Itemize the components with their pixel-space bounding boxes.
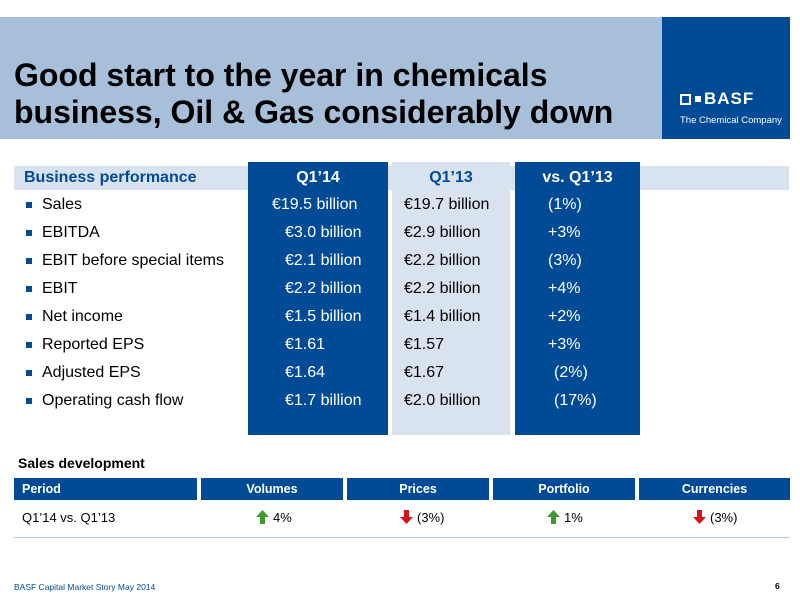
sales-development-title: Sales development	[18, 455, 145, 471]
row-value-q1-14: €1.64	[285, 364, 326, 381]
table-row: Sales €19.5 billion €19.7 billion (1%)	[0, 191, 800, 219]
row-value-q1-14: €1.61	[285, 336, 326, 353]
table-row: Operating cash flow €1.7 billion €2.0 bi…	[0, 387, 800, 415]
sales-row-period: Q1’14 vs. Q1’13	[22, 510, 116, 525]
row-label: Sales	[42, 196, 83, 213]
row-value-q1-13: €19.7 billion	[404, 196, 490, 213]
table-row: Adjusted EPS €1.64 €1.67 (2%)	[0, 359, 800, 387]
logo-brand: BASF	[704, 89, 755, 108]
basf-logo-box	[662, 17, 790, 139]
row-label: Reported EPS	[42, 336, 145, 353]
row-value-q1-14: €19.5 billion	[272, 196, 358, 213]
sales-value-portfolio: 1%	[564, 510, 583, 525]
bullet-icon	[26, 286, 32, 292]
row-label: EBITDA	[42, 224, 100, 241]
sales-header-period: Period	[14, 478, 197, 500]
performance-header-label: Business performance	[24, 169, 197, 186]
row-value-q1-13: €1.67	[404, 364, 445, 381]
column-q1-13-background	[392, 162, 510, 435]
slide-title-line-2: business, Oil & Gas considerably down	[14, 94, 614, 130]
row-value-q1-13: €2.9 billion	[404, 224, 481, 241]
row-value-q1-13: €1.4 billion	[404, 308, 481, 325]
logo-dot-icon	[695, 96, 701, 102]
bullet-icon	[26, 230, 32, 236]
bullet-icon	[26, 258, 32, 264]
sales-cell-volumes: 4%	[256, 508, 292, 528]
row-value-vs: (3%)	[548, 252, 582, 269]
row-value-vs: (1%)	[548, 196, 582, 213]
sales-header-prices: Prices	[347, 478, 489, 500]
row-value-q1-14: €1.5 billion	[285, 308, 362, 325]
table-row: EBITDA €3.0 billion €2.9 billion +3%	[0, 219, 800, 247]
row-label: Operating cash flow	[42, 392, 184, 409]
performance-header-q1-14: Q1’14	[296, 169, 340, 186]
performance-header-vs: vs. Q1’13	[542, 169, 613, 186]
row-label: EBIT	[42, 280, 78, 297]
page-number: 6	[775, 581, 780, 591]
row-value-vs: +3%	[548, 224, 581, 241]
title-band	[0, 17, 662, 139]
sales-cell-portfolio: 1%	[547, 508, 583, 528]
sales-cell-prices: (3%)	[400, 508, 444, 528]
down-arrow-icon	[400, 510, 413, 524]
down-arrow-icon	[693, 510, 706, 524]
row-value-vs: +2%	[548, 308, 581, 325]
bullet-icon	[26, 370, 32, 376]
row-value-q1-14: €2.1 billion	[285, 252, 362, 269]
row-value-q1-13: €1.57	[404, 336, 445, 353]
row-value-vs: +4%	[548, 280, 581, 297]
slide-title: Good start to the year in chemicals busi…	[14, 57, 654, 131]
up-arrow-icon	[256, 510, 269, 524]
bullet-icon	[26, 314, 32, 320]
row-value-q1-14: €3.0 billion	[285, 224, 362, 241]
slide-title-line-1: Good start to the year in chemicals	[14, 57, 548, 93]
row-value-q1-13: €2.0 billion	[404, 392, 481, 409]
bullet-icon	[26, 202, 32, 208]
bullet-icon	[26, 398, 32, 404]
sales-header-portfolio: Portfolio	[493, 478, 635, 500]
row-value-q1-13: €2.2 billion	[404, 280, 481, 297]
row-value-q1-14: €2.2 billion	[285, 280, 362, 297]
footer-source: BASF Capital Market Story May 2014	[14, 582, 156, 592]
row-value-vs: (17%)	[554, 392, 597, 409]
row-label: EBIT before special items	[42, 252, 225, 269]
sales-cell-currencies: (3%)	[693, 508, 737, 528]
table-row: Reported EPS €1.61 €1.57 +3%	[0, 331, 800, 359]
row-value-vs: (2%)	[554, 364, 588, 381]
sales-value-prices: (3%)	[417, 510, 445, 525]
table-row: EBIT before special items €2.1 billion €…	[0, 247, 800, 275]
sales-value-volumes: 4%	[273, 510, 292, 525]
row-value-q1-14: €1.7 billion	[285, 392, 362, 409]
table-row: EBIT €2.2 billion €2.2 billion +4%	[0, 275, 800, 303]
basf-logo: BASF	[680, 89, 754, 109]
row-value-q1-13: €2.2 billion	[404, 252, 481, 269]
row-label: Adjusted EPS	[42, 364, 141, 381]
bullet-icon	[26, 342, 32, 348]
table-row: Net income €1.5 billion €1.4 billion +2%	[0, 303, 800, 331]
performance-header-q1-13: Q1’13	[429, 169, 473, 186]
sales-header-currencies: Currencies	[639, 478, 790, 500]
logo-tagline: The Chemical Company	[680, 115, 782, 126]
row-label: Net income	[42, 308, 123, 325]
column-vs-background	[515, 162, 640, 435]
row-value-vs: +3%	[548, 336, 581, 353]
column-q1-14-background	[248, 162, 388, 435]
sales-row-divider	[14, 537, 790, 538]
sales-value-currencies: (3%)	[710, 510, 738, 525]
up-arrow-icon	[547, 510, 560, 524]
sales-header-volumes: Volumes	[201, 478, 343, 500]
logo-square-icon	[680, 94, 691, 105]
